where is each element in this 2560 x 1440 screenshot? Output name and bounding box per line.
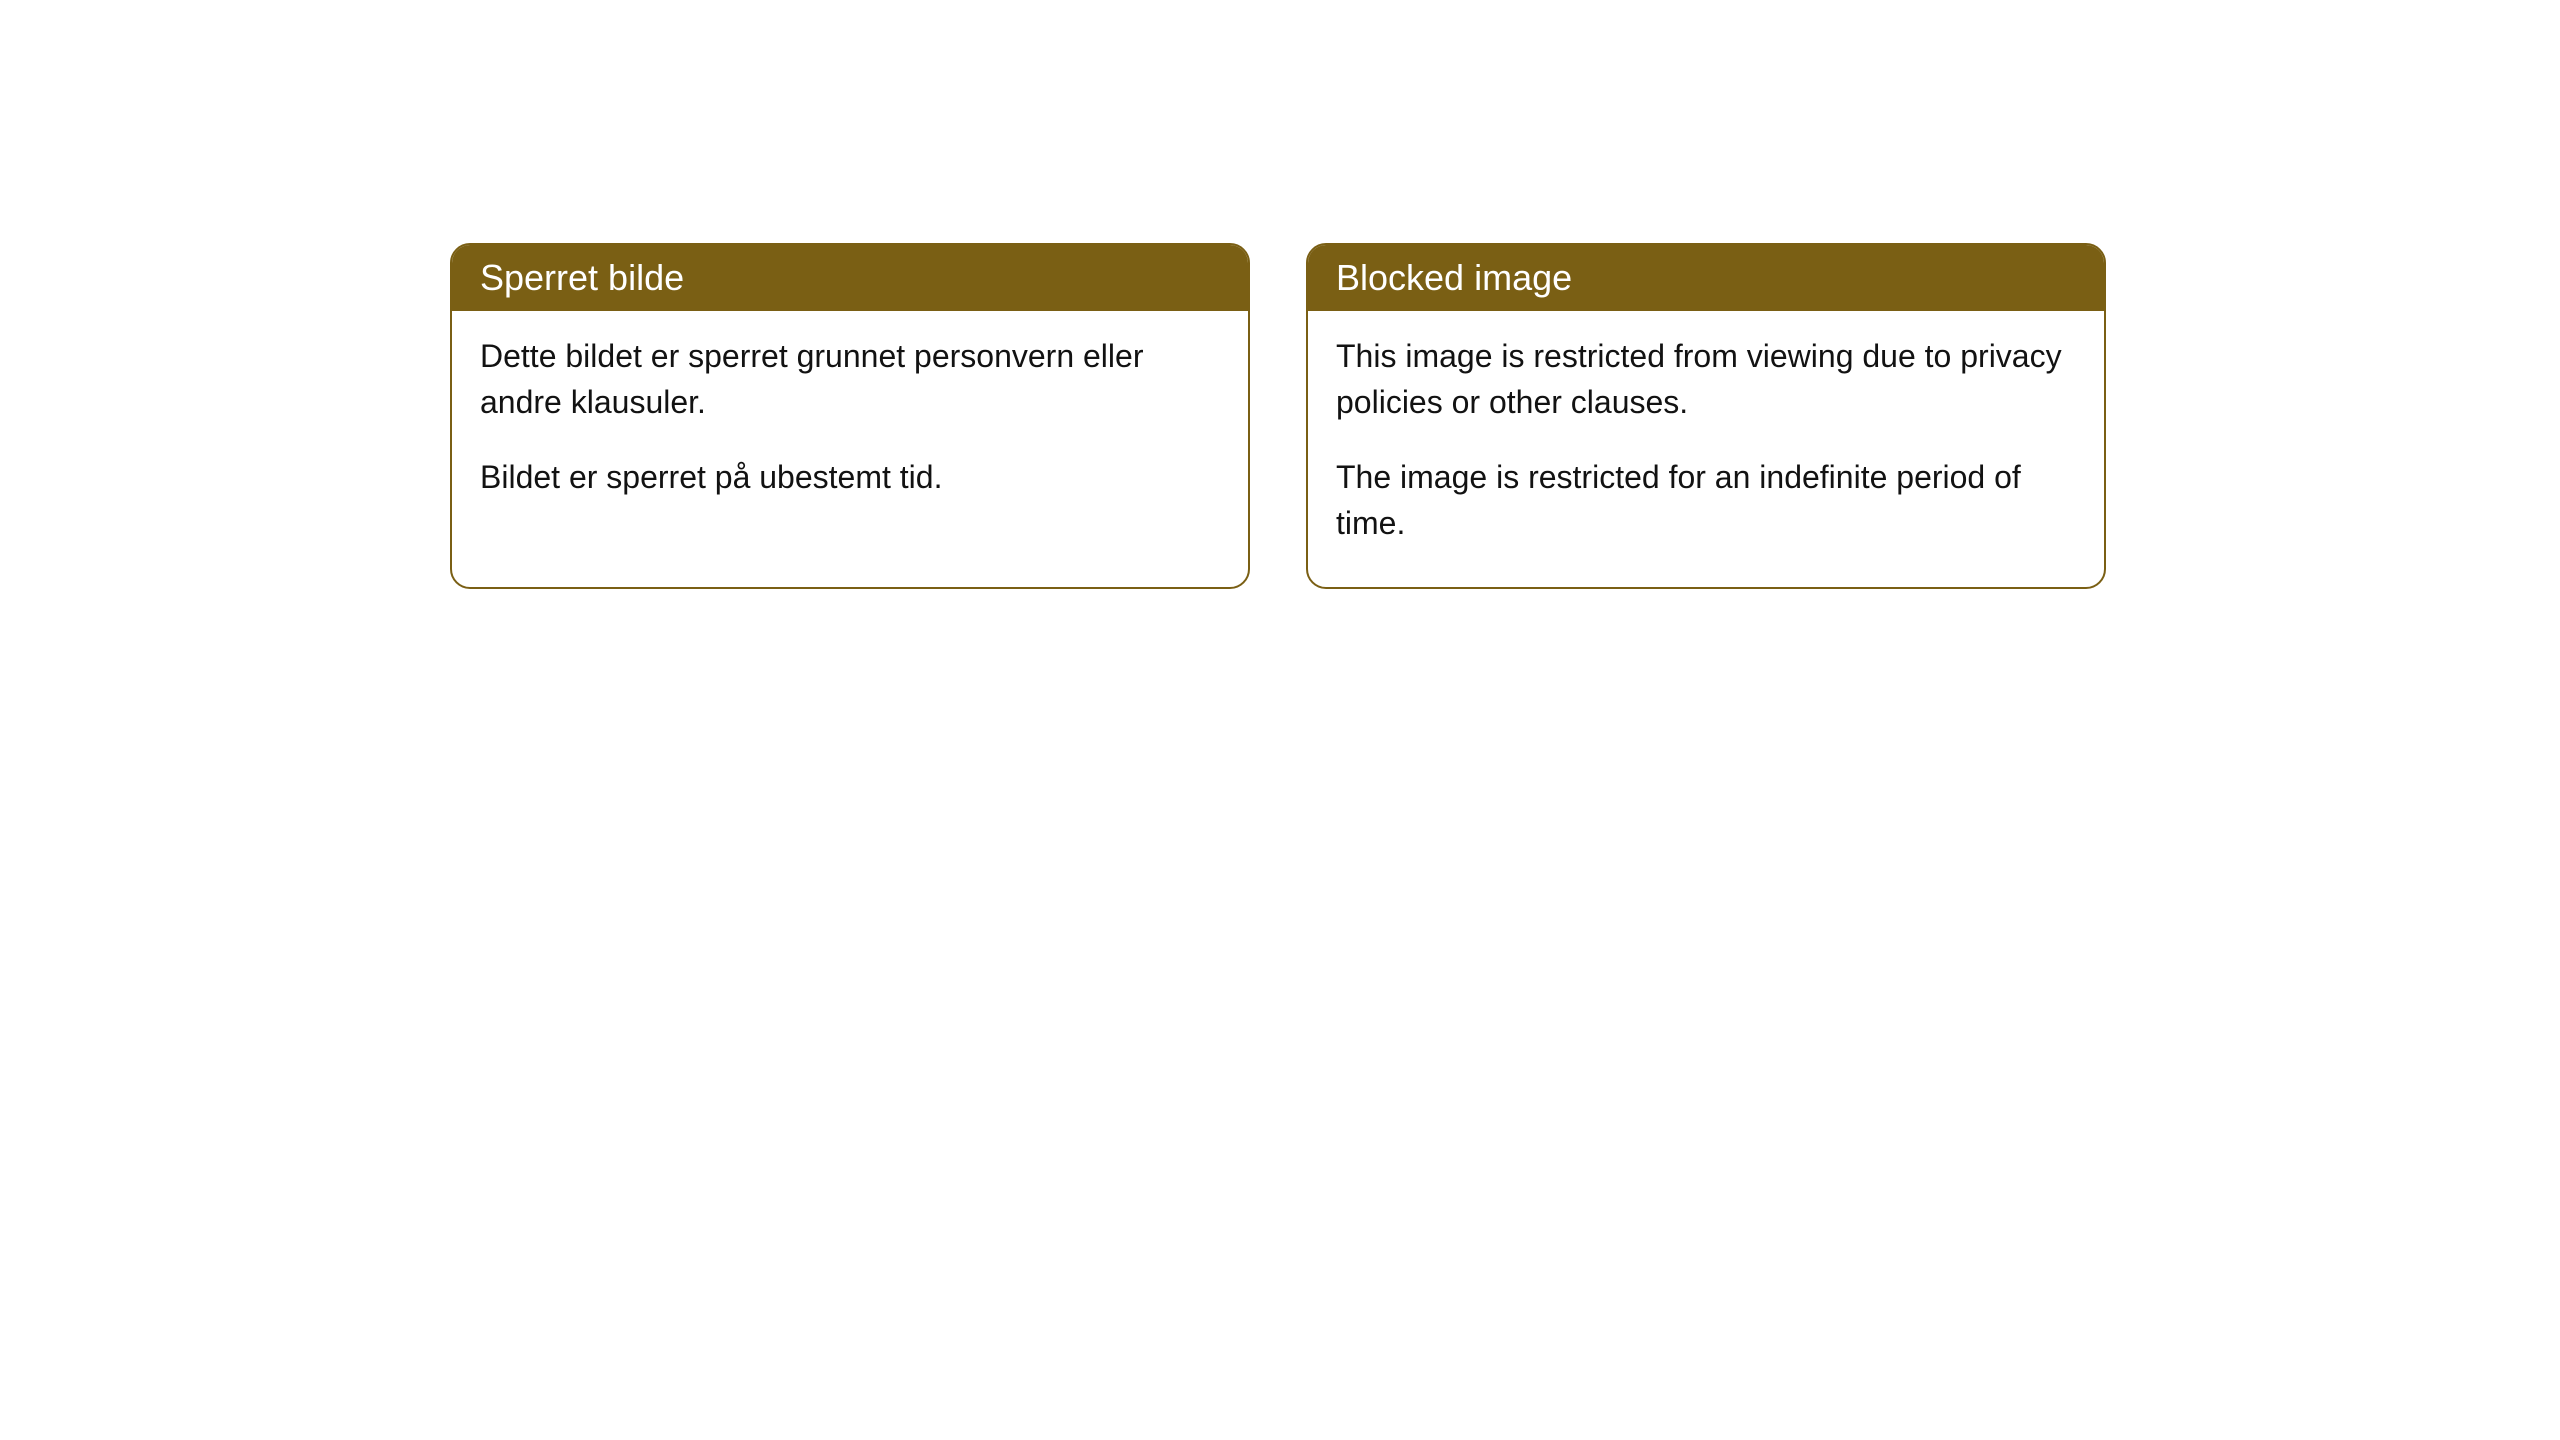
blocked-image-card-norwegian: Sperret bilde Dette bildet er sperret gr… bbox=[450, 243, 1250, 589]
card-body: This image is restricted from viewing du… bbox=[1308, 311, 2104, 587]
card-title: Sperret bilde bbox=[480, 257, 684, 298]
card-header: Blocked image bbox=[1308, 245, 2104, 311]
card-paragraph-2: The image is restricted for an indefinit… bbox=[1336, 454, 2076, 547]
notice-cards-container: Sperret bilde Dette bildet er sperret gr… bbox=[0, 0, 2560, 589]
card-body: Dette bildet er sperret grunnet personve… bbox=[452, 311, 1248, 540]
card-paragraph-1: Dette bildet er sperret grunnet personve… bbox=[480, 333, 1220, 426]
card-paragraph-2: Bildet er sperret på ubestemt tid. bbox=[480, 454, 1220, 500]
blocked-image-card-english: Blocked image This image is restricted f… bbox=[1306, 243, 2106, 589]
card-title: Blocked image bbox=[1336, 257, 1572, 298]
card-header: Sperret bilde bbox=[452, 245, 1248, 311]
card-paragraph-1: This image is restricted from viewing du… bbox=[1336, 333, 2076, 426]
